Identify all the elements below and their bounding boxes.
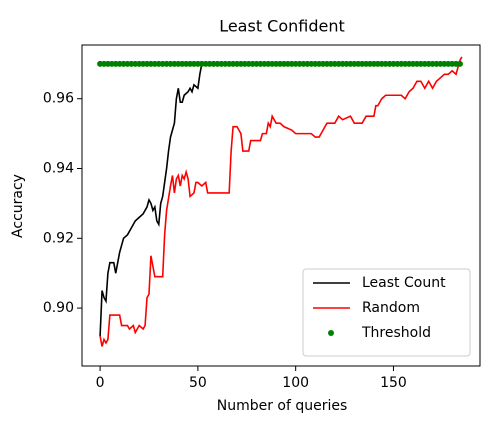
x-tick-label: 100 <box>282 375 309 391</box>
x-tick-label: 50 <box>189 375 207 391</box>
legend-label: Random <box>362 300 420 316</box>
line-series <box>99 63 203 337</box>
legend-label: Least Count <box>362 275 446 291</box>
scatter-point <box>456 60 463 67</box>
y-tick-label: 0.94 <box>43 161 74 177</box>
y-axis-label: Accuracy <box>10 174 26 238</box>
legend-label: Threshold <box>361 325 431 341</box>
y-tick-label: 0.96 <box>43 91 74 107</box>
x-axis-label: Number of queries <box>217 398 348 414</box>
chart-title: Least Confident <box>219 17 345 36</box>
x-tick-label: 0 <box>96 375 105 391</box>
line-series <box>99 56 463 347</box>
x-tick-label: 150 <box>380 375 407 391</box>
y-tick-label: 0.90 <box>43 300 74 316</box>
legend-box <box>302 268 471 357</box>
legend-swatch <box>328 330 334 336</box>
axes-frame <box>81 44 481 367</box>
y-tick-label: 0.92 <box>43 230 74 246</box>
